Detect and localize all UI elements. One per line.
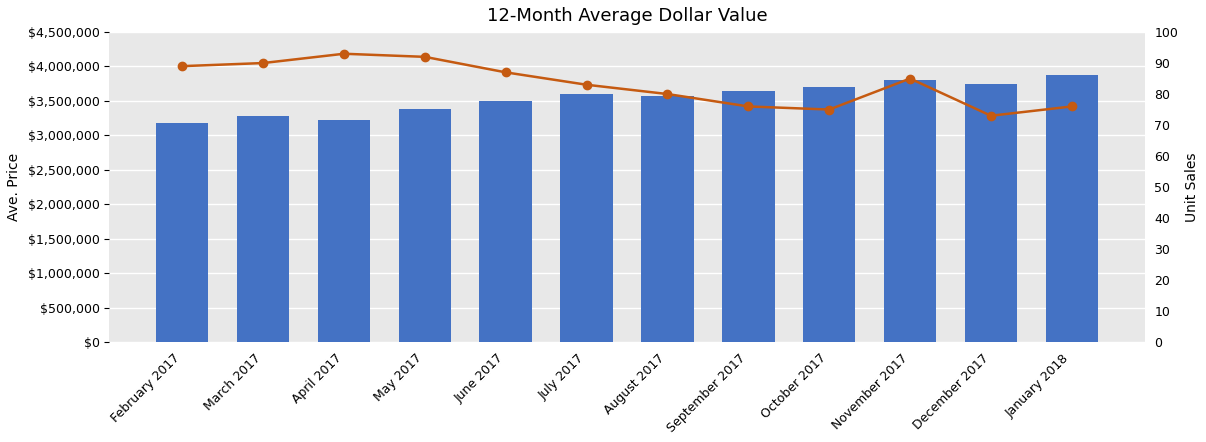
Bar bbox=[398, 109, 451, 342]
Bar bbox=[803, 87, 855, 342]
Bar bbox=[965, 84, 1017, 342]
Y-axis label: Unit Sales: Unit Sales bbox=[1185, 152, 1199, 222]
Bar bbox=[156, 123, 209, 342]
Bar bbox=[722, 91, 774, 342]
Bar bbox=[642, 96, 693, 342]
Bar bbox=[236, 116, 289, 342]
Bar bbox=[561, 94, 613, 342]
Bar bbox=[884, 80, 936, 342]
Bar bbox=[317, 120, 370, 342]
Y-axis label: Ave. Price: Ave. Price bbox=[7, 153, 21, 221]
Title: 12-Month Average Dollar Value: 12-Month Average Dollar Value bbox=[487, 7, 767, 25]
Bar bbox=[480, 101, 532, 342]
Bar bbox=[1046, 76, 1099, 342]
